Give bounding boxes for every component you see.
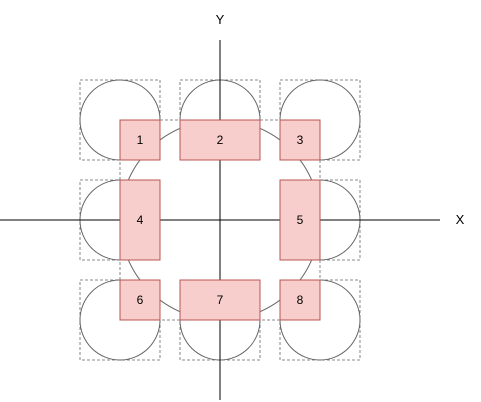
region-1 (119, 119, 161, 161)
region-label-1: 1 (137, 133, 144, 147)
region-label-6: 6 (137, 293, 144, 307)
region-label-5: 5 (297, 213, 304, 227)
region-label-8: 8 (297, 293, 304, 307)
region-8 (279, 279, 321, 321)
region-label-2: 2 (217, 133, 224, 147)
region-7 (179, 279, 261, 321)
region-labels: 1 2 3 4 5 6 7 8 (137, 133, 304, 307)
region-2 (179, 119, 261, 161)
region-3 (279, 119, 321, 161)
region-5 (279, 179, 321, 261)
x-axis-label: X (456, 212, 465, 227)
regions (119, 119, 321, 321)
region-label-7: 7 (217, 293, 224, 307)
region-label-3: 3 (297, 133, 304, 147)
axes (0, 40, 440, 400)
region-6 (119, 279, 161, 321)
y-axis-label: Y (216, 12, 225, 27)
region-4 (119, 179, 161, 261)
region-label-4: 4 (137, 213, 144, 227)
